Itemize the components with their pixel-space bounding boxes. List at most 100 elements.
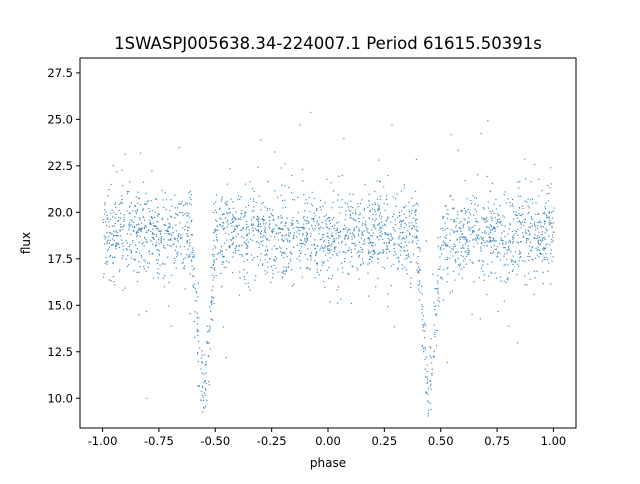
- data-point: [345, 210, 347, 212]
- data-point: [257, 224, 259, 226]
- data-point: [280, 194, 282, 196]
- data-point: [104, 202, 106, 204]
- data-point: [516, 217, 518, 219]
- data-point: [425, 356, 427, 358]
- data-point: [356, 226, 358, 228]
- data-point: [312, 229, 314, 231]
- data-point: [128, 228, 130, 230]
- data-point: [534, 224, 536, 226]
- data-point: [122, 255, 124, 257]
- data-point: [393, 248, 395, 250]
- data-point: [253, 190, 255, 192]
- data-point: [425, 392, 427, 394]
- data-point: [136, 224, 138, 226]
- data-point: [438, 268, 440, 270]
- data-point: [247, 204, 250, 206]
- data-point: [396, 257, 398, 260]
- data-point: [537, 237, 539, 239]
- data-point: [386, 233, 388, 235]
- data-point: [539, 249, 541, 251]
- data-point: [375, 214, 377, 216]
- data-point: [158, 250, 160, 252]
- data-point: [405, 269, 407, 271]
- data-point: [120, 239, 122, 241]
- data-point: [113, 256, 115, 258]
- data-point: [538, 221, 540, 223]
- data-point: [262, 218, 264, 220]
- data-point: [366, 230, 368, 232]
- data-point: [348, 193, 351, 195]
- data-point: [215, 258, 218, 260]
- data-point: [378, 205, 380, 207]
- data-point: [293, 232, 295, 234]
- data-point: [421, 293, 423, 295]
- data-point: [105, 221, 107, 223]
- data-point: [224, 227, 226, 229]
- data-point: [271, 231, 273, 234]
- data-point: [468, 250, 470, 252]
- data-point: [138, 241, 140, 243]
- data-point: [302, 242, 304, 244]
- data-point: [468, 221, 471, 223]
- data-point: [190, 234, 193, 236]
- data-point: [297, 227, 299, 229]
- data-point: [160, 237, 162, 240]
- data-point: [286, 269, 288, 271]
- data-point: [156, 249, 158, 251]
- data-point: [378, 159, 380, 161]
- data-point: [345, 243, 347, 246]
- data-point: [468, 212, 471, 214]
- data-point: [482, 264, 484, 266]
- data-point: [371, 228, 373, 231]
- data-point: [388, 241, 391, 243]
- data-point: [328, 220, 330, 222]
- data-point: [249, 289, 251, 291]
- data-point: [297, 222, 299, 225]
- data-point: [411, 210, 413, 212]
- data-point: [122, 185, 124, 187]
- data-point: [460, 251, 462, 253]
- data-point: [399, 246, 402, 248]
- data-point: [421, 345, 423, 347]
- data-point: [136, 231, 138, 233]
- data-point: [190, 199, 192, 201]
- data-point: [139, 198, 141, 200]
- data-point: [541, 260, 543, 262]
- data-point: [541, 238, 543, 240]
- data-point: [405, 205, 407, 207]
- data-point: [392, 237, 394, 239]
- data-point: [489, 224, 491, 226]
- data-point: [291, 174, 293, 177]
- data-point: [204, 380, 206, 382]
- data-point: [550, 252, 552, 254]
- data-point: [288, 232, 290, 234]
- data-point: [457, 257, 459, 259]
- data-point: [221, 261, 223, 263]
- data-point: [108, 279, 111, 281]
- data-point: [138, 217, 141, 219]
- data-point: [192, 285, 194, 287]
- data-point: [277, 217, 279, 219]
- data-point: [342, 251, 344, 253]
- data-point: [201, 361, 203, 363]
- data-point: [265, 253, 267, 255]
- data-point: [265, 231, 267, 233]
- data-point: [309, 255, 311, 257]
- data-point: [300, 251, 302, 253]
- data-point: [461, 277, 463, 280]
- data-point: [142, 242, 144, 244]
- data-point: [455, 220, 457, 222]
- data-point: [269, 223, 271, 225]
- data-point: [118, 244, 120, 246]
- data-point: [282, 276, 284, 278]
- data-point: [293, 246, 295, 248]
- data-point: [456, 230, 458, 232]
- data-point: [374, 190, 376, 193]
- data-point: [400, 190, 402, 192]
- data-point: [514, 214, 516, 216]
- data-point: [542, 212, 544, 214]
- data-point: [201, 354, 203, 356]
- data-point: [519, 250, 521, 252]
- data-point: [463, 247, 465, 249]
- data-point: [472, 230, 474, 232]
